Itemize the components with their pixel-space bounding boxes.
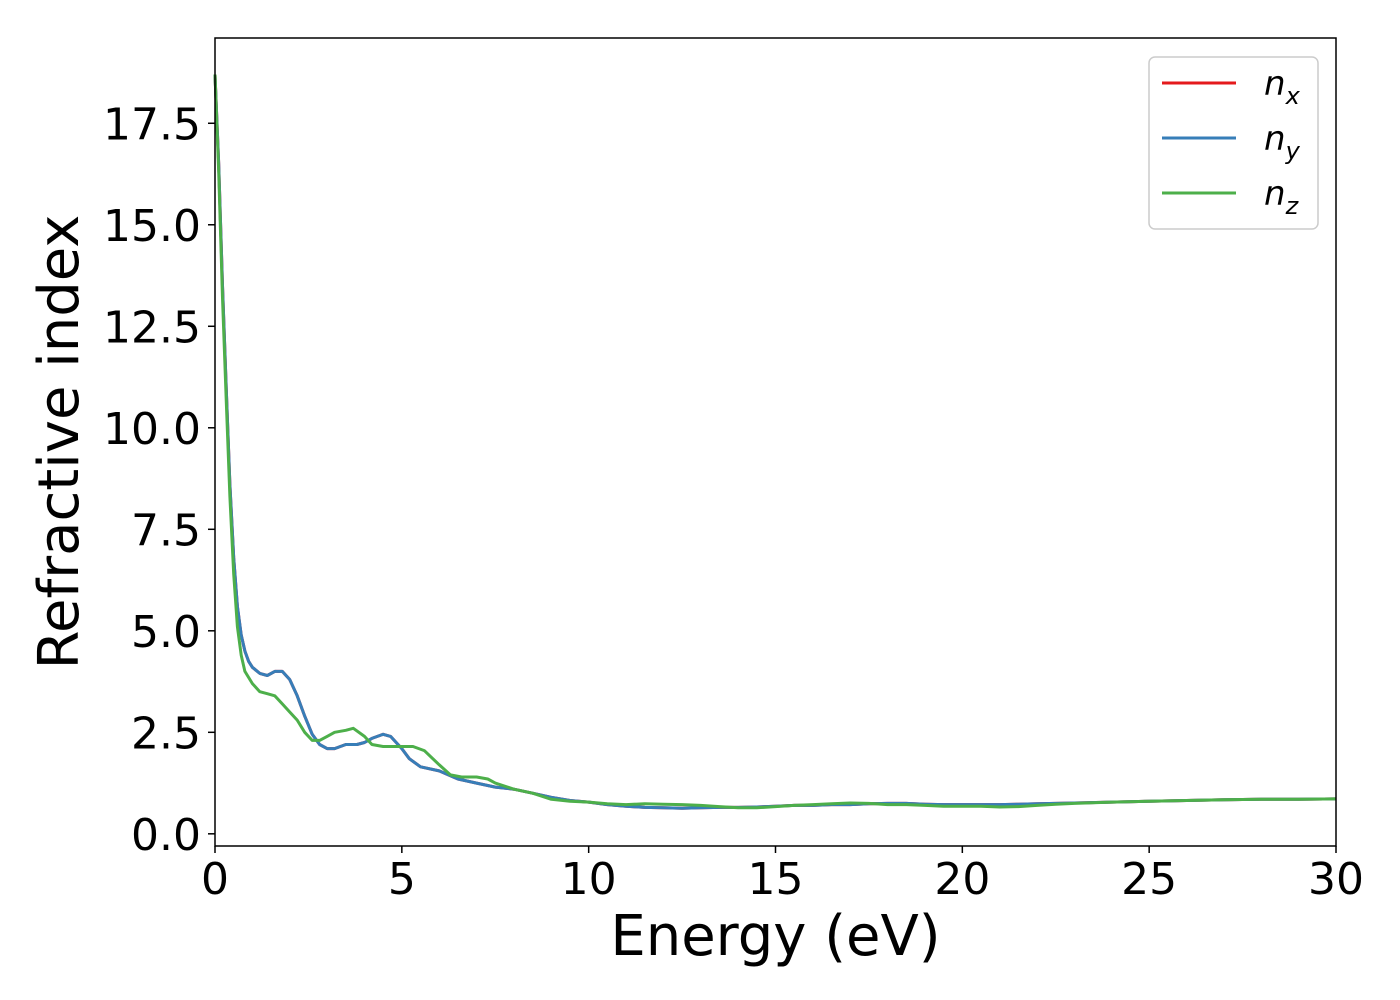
legend-label-subscript: z bbox=[1285, 192, 1300, 220]
legend-label: nx bbox=[1264, 64, 1301, 110]
y-tick-label: 10.0 bbox=[103, 404, 201, 455]
y-axis-label: Refractive index bbox=[27, 215, 92, 670]
y-tick-label: 5.0 bbox=[131, 607, 201, 658]
x-tick-label: 20 bbox=[934, 854, 990, 905]
legend-label-subscript: x bbox=[1285, 82, 1301, 110]
y-tick-label: 17.5 bbox=[103, 99, 201, 150]
y-tick-label: 12.5 bbox=[103, 302, 201, 353]
y-tick-label: 2.5 bbox=[131, 708, 201, 759]
x-tick-label: 0 bbox=[201, 854, 229, 905]
x-tick-label: 5 bbox=[388, 854, 416, 905]
legend-label: ny bbox=[1264, 119, 1301, 165]
legend-label-main: n bbox=[1264, 64, 1286, 104]
x-tick-label: 15 bbox=[748, 854, 804, 905]
series-line-nz bbox=[213, 74, 1337, 810]
x-axis-label: Energy (eV) bbox=[610, 904, 940, 969]
x-tick-label: 10 bbox=[561, 854, 617, 905]
legend-label: nz bbox=[1264, 174, 1300, 220]
x-tick-label: 30 bbox=[1308, 854, 1364, 905]
legend-box bbox=[1148, 56, 1319, 230]
legend-label-main: n bbox=[1264, 174, 1286, 214]
y-axis-ticks: 0.0 2.5 5.0 7.5 10.0 12.5 15.0 17.5 bbox=[103, 99, 215, 861]
y-tick-label: 7.5 bbox=[131, 505, 201, 556]
x-tick-label: 25 bbox=[1121, 854, 1177, 905]
legend-label-subscript: y bbox=[1285, 137, 1301, 165]
x-axis-ticks: 0 5 10 15 20 25 30 bbox=[201, 846, 1364, 905]
y-tick-label: 15.0 bbox=[103, 201, 201, 252]
y-tick-label: 0.0 bbox=[131, 810, 201, 861]
legend-label-main: n bbox=[1264, 119, 1286, 159]
plot-lines bbox=[213, 74, 1337, 810]
